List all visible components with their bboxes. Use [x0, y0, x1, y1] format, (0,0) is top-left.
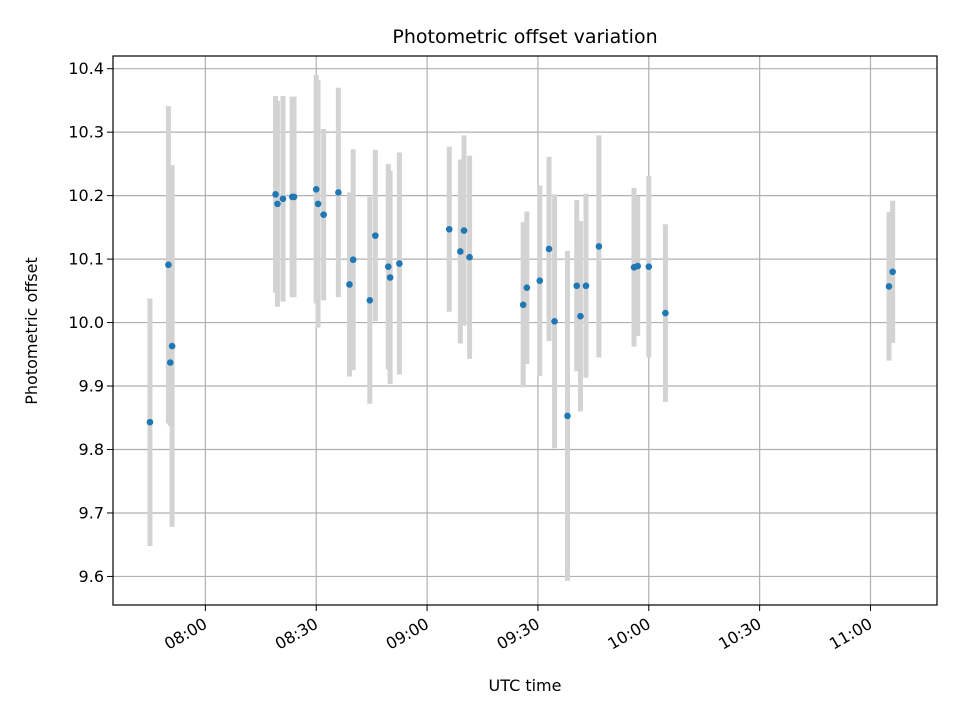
- data-point: [272, 191, 279, 198]
- data-point: [582, 282, 590, 290]
- data-point: [290, 193, 298, 201]
- chart-title: Photometric offset variation: [392, 26, 657, 48]
- data-point: [445, 225, 453, 233]
- data-point: [372, 232, 379, 239]
- data-point: [662, 309, 669, 317]
- data-point: [396, 260, 403, 267]
- data-point: [165, 261, 172, 269]
- data-point: [312, 185, 320, 193]
- data-point: [346, 281, 353, 288]
- data-point: [335, 189, 342, 196]
- data-point: [519, 301, 527, 309]
- data-point: [564, 412, 571, 420]
- x-axis-label: UTC time: [489, 676, 562, 695]
- data-point: [168, 342, 176, 350]
- data-point: [577, 312, 584, 320]
- x-tick-label: 10:00: [604, 614, 653, 654]
- errorbars: [147, 75, 896, 581]
- x-tick-label: 09:30: [494, 614, 543, 654]
- x-tick-label: 09:00: [383, 614, 432, 654]
- data-point: [279, 195, 287, 203]
- data-point: [457, 248, 464, 255]
- data-point: [274, 200, 281, 208]
- data-series: [146, 75, 896, 581]
- data-point: [889, 268, 896, 276]
- y-tick-label: 10.3: [68, 123, 104, 142]
- y-tick-label: 10.4: [68, 59, 104, 78]
- data-point: [166, 359, 174, 366]
- y-axis-label: Photometric offset: [22, 257, 41, 405]
- y-tick-label: 9.8: [79, 440, 104, 459]
- data-point: [536, 277, 544, 284]
- x-tick-label: 08:30: [272, 614, 321, 654]
- x-axis: 08:00 08:30 09:00 09:30 10:00 10:30 11:00: [161, 605, 875, 654]
- data-point: [523, 284, 531, 291]
- y-axis: 9.6 9.7 9.8 9.9 10.0 10.1 10.2 10.3 10.4: [68, 59, 113, 586]
- data-point: [573, 282, 581, 290]
- y-tick-label: 9.7: [79, 503, 104, 522]
- data-point: [885, 283, 893, 290]
- data-point: [349, 256, 357, 264]
- y-tick-label: 10.0: [68, 313, 104, 332]
- data-point: [551, 317, 558, 325]
- plot-frame: [112, 55, 938, 606]
- data-point: [366, 297, 374, 304]
- data-point: [320, 211, 327, 218]
- y-tick-label: 9.6: [79, 567, 104, 586]
- y-tick-label: 9.9: [79, 377, 104, 396]
- points: [146, 185, 896, 426]
- data-point: [146, 418, 154, 426]
- x-tick-label: 11:00: [826, 614, 875, 654]
- data-point: [634, 262, 641, 270]
- data-point: [545, 245, 553, 253]
- y-tick-label: 10.2: [68, 186, 104, 205]
- data-point: [460, 227, 468, 234]
- x-tick-label: 08:00: [161, 614, 210, 654]
- data-point: [386, 274, 394, 281]
- data-point: [384, 263, 392, 271]
- data-point: [595, 243, 603, 250]
- data-point: [466, 253, 473, 261]
- y-tick-label: 10.1: [68, 250, 104, 269]
- data-point: [645, 263, 653, 271]
- data-point: [314, 200, 322, 208]
- x-tick-label: 10:30: [715, 614, 764, 654]
